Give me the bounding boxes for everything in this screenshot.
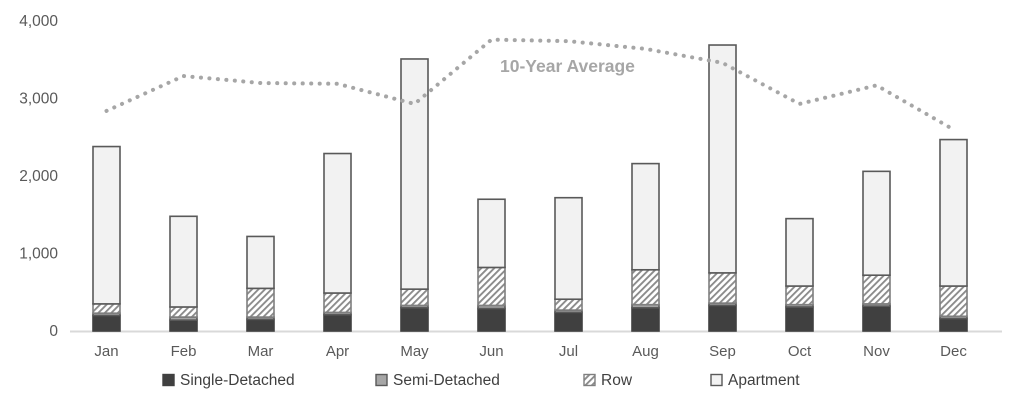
y-axis-tick-label: 0 xyxy=(49,323,58,340)
bar-segment-feb-row xyxy=(169,306,198,318)
bar-segment-apr-single-detached xyxy=(323,313,352,332)
x-axis-label-oct: Oct xyxy=(788,343,812,360)
bar-segment-aug-apartment xyxy=(631,162,660,271)
x-axis-label-dec: Dec xyxy=(940,343,967,360)
bar-segment-dec-single-detached xyxy=(939,317,968,332)
bar-segment-feb-apartment xyxy=(169,215,198,308)
x-axis-label-feb: Feb xyxy=(171,343,197,360)
bar-segment-jan-row xyxy=(92,303,121,314)
bar-segment-jan-apartment xyxy=(92,145,121,305)
bar-segment-oct-single-detached xyxy=(785,306,814,332)
x-axis-label-may: May xyxy=(400,343,429,360)
bar-segment-nov-single-detached xyxy=(862,305,891,332)
x-axis-label-jun: Jun xyxy=(479,343,503,360)
bar-segment-may-single-detached xyxy=(400,306,429,332)
bar-segment-nov-row xyxy=(862,274,891,305)
legend-marker-row xyxy=(583,373,596,387)
bar-segment-dec-row xyxy=(939,285,968,318)
legend-label-single-detached: Single-Detached xyxy=(180,372,295,389)
legend-label-row: Row xyxy=(601,372,633,389)
bar-segment-mar-row xyxy=(246,287,275,318)
x-axis-label-aug: Aug xyxy=(632,343,659,360)
bar-segment-sep-row xyxy=(708,272,737,304)
bar-segment-may-apartment xyxy=(400,58,429,290)
bar-segment-aug-row xyxy=(631,268,660,306)
y-axis-tick-label: 2,000 xyxy=(19,168,58,185)
bar-segment-jul-single-detached xyxy=(554,311,583,332)
bar-segment-aug-single-detached xyxy=(631,306,660,332)
bar-segment-mar-single-detached xyxy=(246,318,275,332)
bar-segment-jun-single-detached xyxy=(477,307,506,332)
bar-segment-apr-row xyxy=(323,292,352,314)
bar-segment-apr-apartment xyxy=(323,152,352,294)
x-axis-label-mar: Mar xyxy=(248,343,274,360)
legend-marker-semi-detached xyxy=(375,373,388,387)
bar-segment-jul-apartment xyxy=(554,196,583,301)
x-axis-label-apr: Apr xyxy=(326,343,349,360)
x-axis-label-jan: Jan xyxy=(94,343,118,360)
x-axis-label-sep: Sep xyxy=(709,343,736,360)
bar-segment-dec-apartment xyxy=(939,138,968,287)
bar-segment-oct-row xyxy=(785,285,814,306)
bar-segment-may-row xyxy=(400,288,429,307)
x-axis-label-jul: Jul xyxy=(559,343,578,360)
ten-year-average-label: 10-Year Average xyxy=(500,56,635,76)
bar-segment-feb-single-detached xyxy=(169,319,198,332)
legend-label-semi-detached: Semi-Detached xyxy=(393,372,500,389)
legend-label-apartment: Apartment xyxy=(728,372,800,389)
legend-marker-apartment xyxy=(710,373,723,387)
bar-segment-mar-apartment xyxy=(246,235,275,290)
ten-year-average-line xyxy=(104,37,956,132)
bar-segment-jan-single-detached xyxy=(92,314,121,332)
y-axis-tick-label: 1,000 xyxy=(19,246,58,263)
bar-segment-sep-single-detached xyxy=(708,304,737,332)
bar-segment-nov-apartment xyxy=(862,170,891,277)
y-axis-tick-label: 4,000 xyxy=(19,13,58,30)
bar-segment-jul-row xyxy=(554,298,583,311)
bar-segment-sep-apartment xyxy=(708,44,737,274)
y-axis-tick-label: 3,000 xyxy=(19,91,58,108)
x-axis-label-nov: Nov xyxy=(863,343,890,360)
bar-segment-jun-row xyxy=(477,266,506,307)
bar-segment-oct-apartment xyxy=(785,217,814,287)
legend-marker-single-detached xyxy=(162,373,175,387)
x-axis-line xyxy=(70,330,1002,333)
bar-segment-jun-apartment xyxy=(477,198,506,269)
